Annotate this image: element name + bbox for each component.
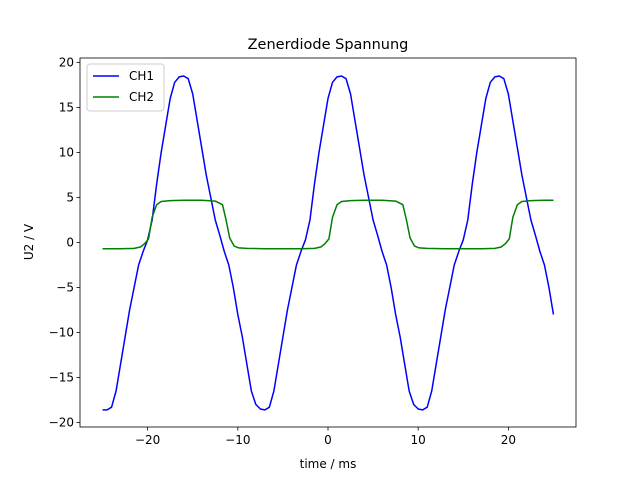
legend-label-ch2: CH2 — [129, 90, 154, 104]
y-tick-label: −10 — [49, 326, 74, 340]
x-tick-label: 20 — [501, 433, 516, 447]
legend-label-ch1: CH1 — [129, 69, 154, 83]
series-line-ch2 — [102, 199, 554, 250]
x-tick-label: −10 — [225, 433, 250, 447]
y-tick-label: −20 — [49, 416, 74, 430]
y-tick-label: 5 — [66, 191, 74, 205]
y-tick-label: 0 — [66, 236, 74, 250]
y-tick-label: 10 — [59, 146, 74, 160]
plot-area: −20 −10 0 10 20 −20 −15 −10 −5 0 5 10 15 20 CH1 CH2 — [49, 56, 577, 447]
y-tick-label: −15 — [49, 371, 74, 385]
chart-title: Zenerdiode Spannung — [248, 37, 409, 53]
y-axis-label: U2 / V — [22, 223, 36, 260]
x-tick-label: 10 — [411, 433, 426, 447]
y-tick-label: 20 — [59, 56, 74, 70]
x-axis-label: time / ms — [300, 457, 357, 471]
x-tick-label: 0 — [324, 433, 332, 447]
series-line-ch1 — [102, 75, 555, 411]
y-tick-label: −5 — [56, 281, 74, 295]
y-tick-label: 15 — [59, 101, 74, 115]
x-tick-label: −20 — [135, 433, 160, 447]
